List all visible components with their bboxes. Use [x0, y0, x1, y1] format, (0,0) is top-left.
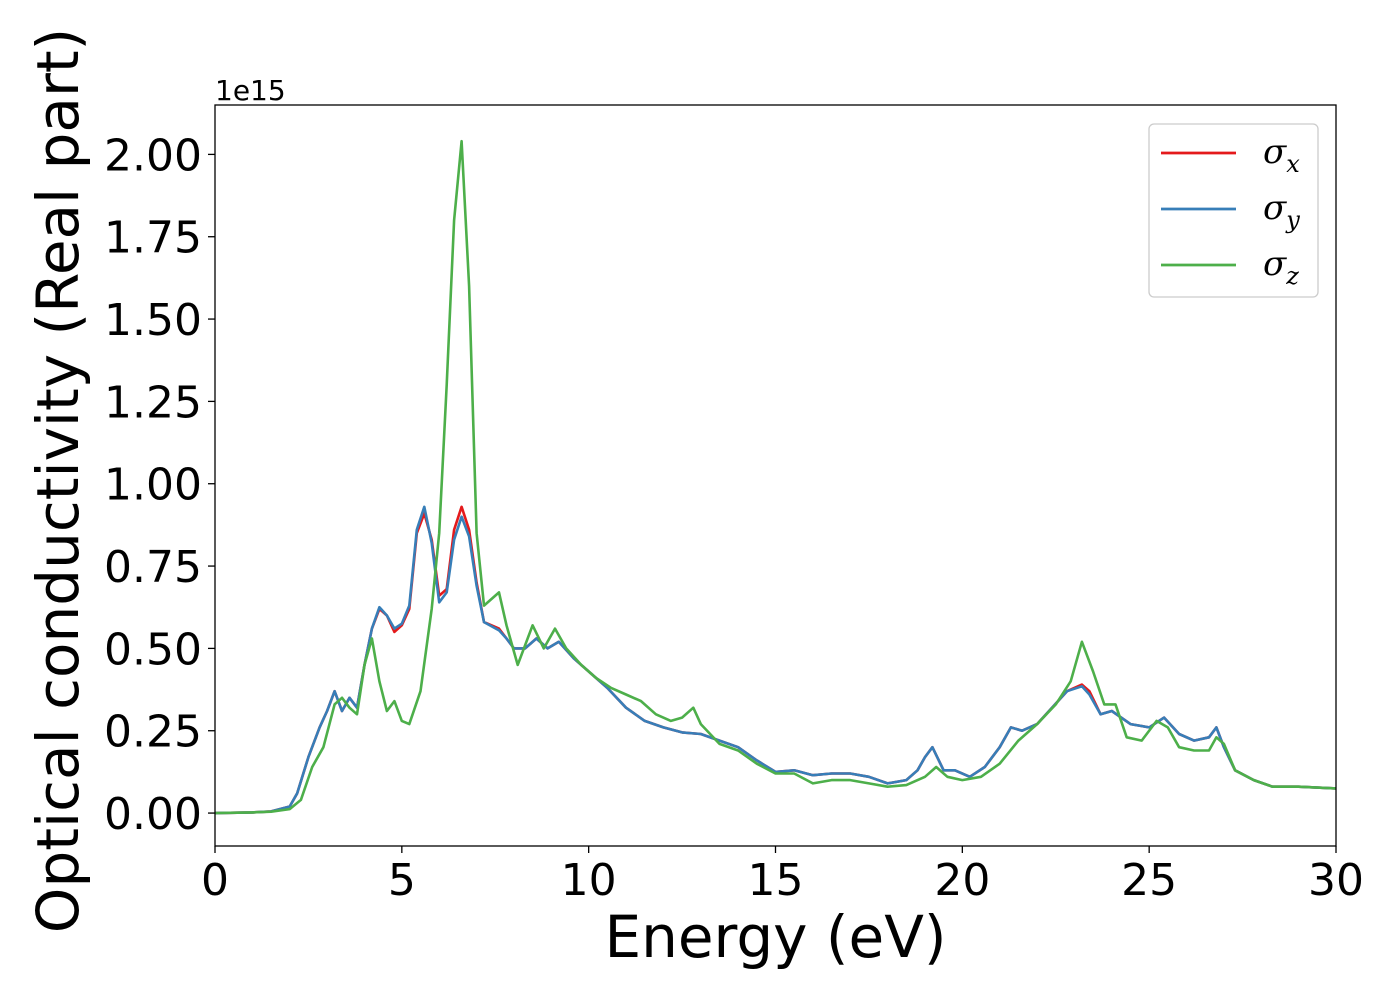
x-tick-label: 25 — [1121, 855, 1177, 906]
x-tick-label: 30 — [1308, 855, 1364, 906]
x-axis: 0 5 10 15 20 25 30 — [201, 846, 1364, 906]
y-tick-label: 0.50 — [104, 624, 202, 675]
y-offset-label: 1e15 — [215, 74, 286, 107]
y-tick-label: 0.75 — [104, 542, 202, 593]
legend-label-z: σz — [1263, 244, 1299, 290]
y-axis: 0.00 0.25 0.50 0.75 1.00 1.25 1.50 1.75 2.00 — [104, 130, 215, 840]
x-tick-label: 15 — [748, 855, 804, 906]
y-tick-label: 1.00 — [104, 460, 202, 511]
legend-box — [1148, 123, 1319, 298]
y-tick-label: 1.25 — [104, 377, 202, 428]
x-tick-label: 20 — [934, 855, 990, 906]
legend-label-y: σy — [1263, 188, 1300, 234]
y-tick-label: 1.75 — [104, 213, 202, 264]
series-line-z — [215, 139, 1336, 815]
y-tick-label: 1.50 — [104, 295, 202, 346]
y-tick-label: 2.00 — [104, 130, 202, 181]
y-axis-label: Optical conductivity (Real part) — [24, 28, 92, 933]
x-tick-label: 0 — [201, 855, 229, 906]
legend-label-x: σx — [1263, 132, 1300, 178]
y-tick-label: 0.00 — [104, 789, 202, 840]
x-axis-label: Energy (eV) — [604, 903, 946, 971]
series-line-y — [215, 505, 1336, 815]
x-tick-label: 5 — [388, 855, 416, 906]
y-tick-label: 0.25 — [104, 707, 202, 758]
x-tick-label: 10 — [561, 855, 617, 906]
series-layer — [215, 139, 1336, 815]
legend: σx σy σz — [1148, 123, 1319, 298]
